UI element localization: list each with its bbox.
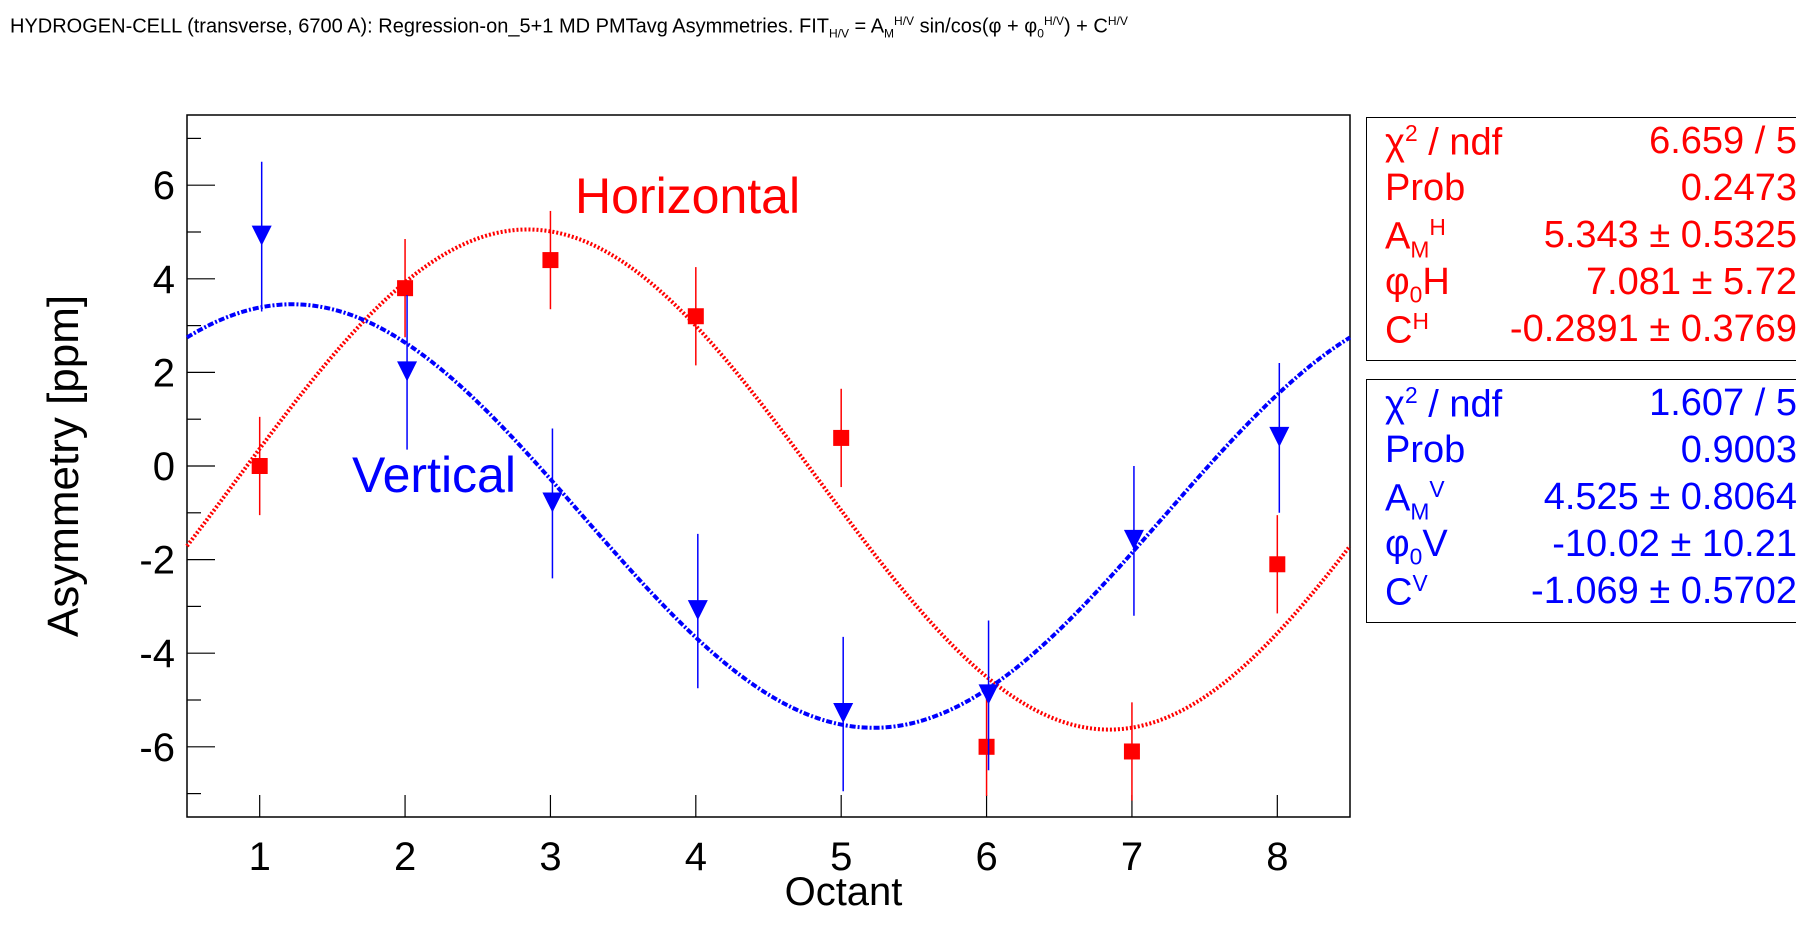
stat-horizontal-value: 6.659 / 5	[1649, 120, 1796, 162]
stat-vertical-value: 0.9003	[1680, 429, 1796, 471]
stat-horizontal-key: Prob	[1385, 167, 1466, 209]
x-tick-label: 7	[1121, 835, 1143, 879]
y-tick-label: -2	[139, 539, 175, 583]
stat-horizontal-key: CH	[1385, 308, 1429, 352]
stat-horizontal-row: χ2 / ndf 6.659 / 5	[1367, 120, 1796, 166]
stat-vertical-row: φ0V -10.02 ± 10.21	[1367, 523, 1796, 570]
fit-stats-horizontal: χ2 / ndf 6.659 / 5 Prob 0.2473 AMH 5.343 ± 0.…	[1366, 117, 1796, 361]
stat-horizontal-value: 7.081 ± 5.72	[1585, 261, 1796, 303]
annotation-vertical: Vertical	[352, 447, 516, 503]
fit-stats-vertical: χ2 / ndf 1.607 / 5 Prob 0.9003 AMV 4.525 ± 0.…	[1366, 379, 1796, 623]
x-tick-label: 5	[830, 835, 852, 879]
stat-horizontal-value: 5.343 ± 0.5325	[1543, 214, 1796, 256]
fit-curve-horizontal	[185, 227, 1352, 732]
stat-horizontal-row: CH -0.2891 ± 0.3769	[1367, 308, 1796, 354]
stat-vertical-key: χ2 / ndf	[1385, 382, 1503, 426]
stat-horizontal-value: 0.2473	[1680, 167, 1796, 209]
y-tick-label: 0	[153, 445, 175, 489]
stat-vertical-value: 1.607 / 5	[1649, 382, 1796, 424]
stat-vertical-row: CV -1.069 ± 0.5702	[1367, 570, 1796, 616]
data-point-horizontal	[542, 252, 559, 269]
data-point-vertical	[251, 225, 272, 246]
y-tick-label: -4	[139, 632, 175, 676]
stat-horizontal-row: Prob 0.2473	[1367, 167, 1796, 213]
stat-horizontal-key: χ2 / ndf	[1385, 120, 1503, 164]
x-tick-label: 3	[539, 835, 561, 879]
y-axis-label: Asymmetry [ppm]	[39, 295, 88, 637]
annotation-horizontal: Horizontal	[575, 168, 800, 224]
stat-vertical-value: -1.069 ± 0.5702	[1531, 570, 1796, 612]
data-point-horizontal	[1269, 556, 1286, 573]
stat-horizontal-key: φ0H	[1385, 261, 1450, 308]
data-point-vertical	[978, 684, 999, 705]
data-point-vertical	[687, 600, 708, 621]
data-point-horizontal	[687, 308, 704, 325]
x-tick-label: 8	[1266, 835, 1288, 879]
data-point-horizontal	[1123, 743, 1140, 760]
data-point-vertical	[1269, 426, 1290, 447]
data-point-horizontal	[397, 280, 414, 297]
stat-horizontal-value: -0.2891 ± 0.3769	[1509, 308, 1796, 350]
stat-vertical-key: AMV	[1385, 476, 1445, 525]
stat-vertical-key: CV	[1385, 570, 1428, 614]
data-point-vertical	[397, 361, 418, 382]
y-tick-label: -6	[139, 726, 175, 770]
stat-vertical-value: 4.525 ± 0.8064	[1543, 476, 1796, 518]
stat-vertical-key: Prob	[1385, 429, 1466, 471]
fit-curve-vertical	[185, 302, 1352, 730]
stat-vertical-key: φ0V	[1385, 523, 1448, 570]
stat-horizontal-row: AMH 5.343 ± 0.5325	[1367, 214, 1796, 263]
y-tick-label: 4	[153, 258, 175, 302]
x-tick-label: 1	[249, 835, 271, 879]
stat-vertical-row: AMV 4.525 ± 0.8064	[1367, 476, 1796, 525]
data-point-vertical	[1123, 529, 1144, 550]
x-tick-label: 6	[975, 835, 997, 879]
data-point-vertical	[542, 492, 563, 513]
stat-vertical-row: Prob 0.9003	[1367, 429, 1796, 475]
data-point-horizontal	[978, 738, 995, 755]
x-tick-label: 4	[685, 835, 707, 879]
stat-horizontal-row: φ0H 7.081 ± 5.72	[1367, 261, 1796, 308]
stat-vertical-row: χ2 / ndf 1.607 / 5	[1367, 382, 1796, 428]
y-tick-label: 6	[153, 164, 175, 208]
stat-vertical-value: -10.02 ± 10.21	[1552, 523, 1796, 565]
stat-horizontal-key: AMH	[1385, 214, 1446, 263]
x-tick-label: 2	[394, 835, 416, 879]
x-axis-label: Octant	[785, 870, 903, 914]
y-tick-label: 2	[153, 351, 175, 395]
data-point-horizontal	[251, 458, 268, 474]
chart-title: HYDROGEN-CELL (transverse, 6700 A): Regr…	[10, 14, 1128, 41]
data-point-horizontal	[833, 429, 850, 446]
data-point-vertical	[833, 703, 854, 724]
